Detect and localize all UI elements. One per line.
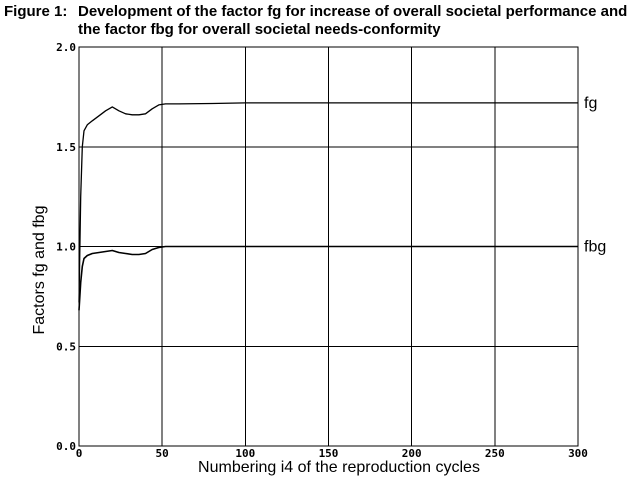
tick-labels: 0 50 100 150 200 250 300 0.0 0.5 1.0 1.5 2.0 xyxy=(56,41,588,460)
figure-title: Figure 1: Development of the factor fg fo… xyxy=(4,3,634,39)
y-axis-title: Factors fg and fbg xyxy=(31,206,48,335)
y-tick-label: 0.5 xyxy=(56,340,76,353)
y-tick-label: 1.0 xyxy=(56,241,76,254)
figure-label: Figure 1: xyxy=(4,3,68,20)
figure-title-text: Development of the factor fg for increas… xyxy=(78,3,628,38)
series-line-fg xyxy=(78,102,578,303)
x-tick-label: 50 xyxy=(156,447,169,460)
x-tick-label: 100 xyxy=(235,447,255,460)
x-tick-label: 0 xyxy=(76,447,83,460)
series-lines xyxy=(78,102,578,311)
x-tick-label: 300 xyxy=(568,447,588,460)
y-tick-label: 1.5 xyxy=(56,141,76,154)
x-axis-title: Numbering i4 of the reproduction cycles xyxy=(198,459,480,476)
plot-border xyxy=(78,46,579,447)
x-tick-label: 150 xyxy=(319,447,339,460)
series-labels: fg fbg xyxy=(584,95,606,256)
x-tick-label: 200 xyxy=(402,447,422,460)
series-label-fg: fg xyxy=(584,95,597,112)
series-label-fbg: fbg xyxy=(584,239,606,256)
plot-frame xyxy=(78,46,579,447)
series-line-fbg xyxy=(78,245,578,311)
y-tick-label: 2.0 xyxy=(56,41,76,54)
y-tick-label: 0.0 xyxy=(56,440,76,453)
x-tick-label: 250 xyxy=(485,447,505,460)
